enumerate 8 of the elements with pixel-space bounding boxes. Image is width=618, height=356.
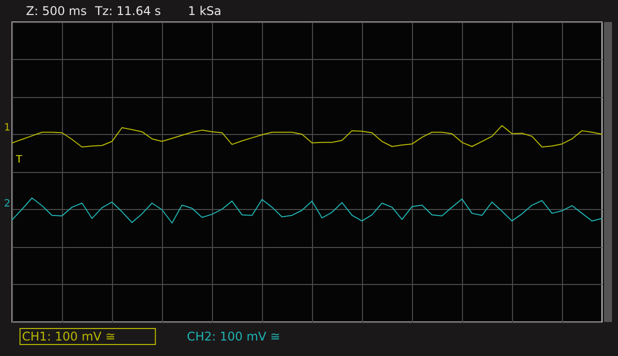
- text: 1 kSa: [188, 4, 222, 18]
- text: CH2: 100 mV ≅: [186, 330, 280, 344]
- text: 1: [4, 122, 10, 134]
- text: Z: 500 ms: [26, 4, 87, 18]
- annotation: T: [15, 154, 23, 166]
- text: Tz: 11.64 s: [94, 4, 161, 18]
- text: CH1: 100 mV ≅: [22, 330, 116, 344]
- text: 2: [4, 198, 10, 210]
